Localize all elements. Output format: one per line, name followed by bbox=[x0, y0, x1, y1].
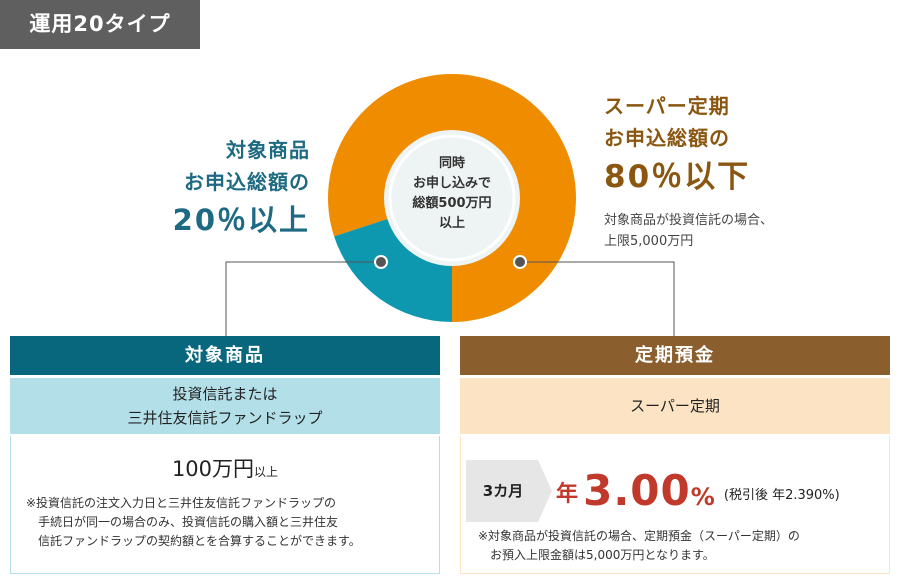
rate-unit: % bbox=[690, 483, 715, 511]
minimum-amount-unit: 以上 bbox=[254, 465, 279, 479]
target-share-label: 対象商品 お申込総額の 20％以上 bbox=[130, 134, 310, 242]
donut-inner-ring bbox=[388, 134, 516, 262]
time-deposit-product: スーパー定期 bbox=[460, 378, 890, 434]
combination-note: ※投資信託の注文入力日と三井住友信託ファンドラップの 手続日が同一の場合のみ、投… bbox=[26, 496, 361, 548]
donut-center-line: 総額500万円 bbox=[412, 196, 492, 211]
rate-prefix: 年 bbox=[556, 482, 579, 507]
deposit-share-value: 80％以下 bbox=[604, 159, 751, 195]
target-product-body bbox=[10, 436, 440, 574]
deposit-limit-note: 対象商品が投資信託の場合、 上限5,000万円 bbox=[604, 213, 774, 249]
target-product-description: 投資信託または 三井住友信託ファンドラップ bbox=[10, 378, 440, 434]
donut-center-text: 同時 お申し込みで 総額500万円 以上 bbox=[388, 154, 516, 234]
plan-type-tag: 運用20タイプ bbox=[0, 0, 200, 49]
term-badge-shape bbox=[466, 460, 552, 522]
donut-center-line: 以上 bbox=[438, 216, 465, 231]
deposit-cap-note: ※対象商品が投資信託の場合、定期預金（スーパー定期）の お預入上限金額は5,00… bbox=[478, 529, 800, 562]
rate-value: 3.00 bbox=[583, 466, 691, 515]
minimum-amount-value: 100万円 bbox=[171, 457, 255, 481]
deposit-share-line1: スーパー定期 bbox=[604, 94, 730, 118]
time-deposit-header: 定期預金 bbox=[460, 336, 890, 375]
donut-center-line: お申し込みで bbox=[412, 176, 491, 191]
target-product-header: 対象商品 bbox=[10, 336, 440, 375]
donut-center-line: 同時 bbox=[438, 156, 465, 171]
target-share-line2: お申込総額の bbox=[184, 170, 310, 194]
time-deposit-body bbox=[460, 436, 890, 574]
deposit-share-line2: お申込総額の bbox=[604, 126, 730, 150]
deposit-share-label: スーパー定期 お申込総額の 80％以下 bbox=[604, 90, 884, 200]
target-share-value: 20％以上 bbox=[172, 203, 310, 237]
term-badge-label: 3カ月 bbox=[482, 482, 524, 500]
target-share-line1: 対象商品 bbox=[226, 138, 310, 162]
interest-rate: 年 3.00% (税引後 年2.390%) bbox=[556, 466, 840, 515]
after-tax-rate: (税引後 年2.390%) bbox=[723, 488, 840, 503]
minimum-amount: 100万円以上 bbox=[10, 453, 440, 483]
